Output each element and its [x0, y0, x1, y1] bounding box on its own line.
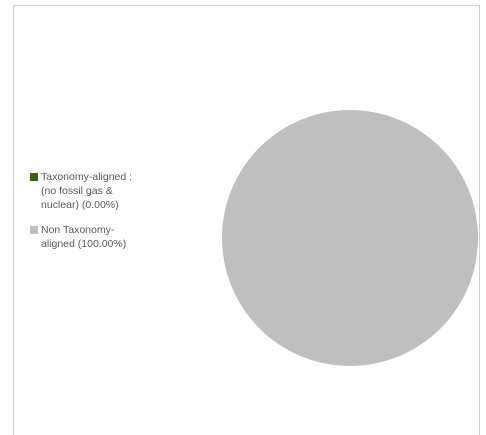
legend-item-non-taxonomy-aligned: Non Taxonomy- aligned (100.00%): [30, 223, 205, 251]
chart-frame: [13, 5, 480, 435]
pie-slices: [222, 110, 478, 366]
legend-swatch-taxonomy-aligned: [30, 173, 38, 181]
pie-slice-non-taxonomy-aligned: [222, 110, 478, 366]
chart-legend: Taxonomy-aligned : (no fossil gas & nucl…: [30, 170, 205, 251]
legend-swatch-non-taxonomy-aligned: [30, 226, 38, 234]
legend-label-non-taxonomy-aligned: Non Taxonomy- aligned (100.00%): [41, 224, 127, 250]
legend-label-taxonomy-aligned: Taxonomy-aligned : (no fossil gas & nucl…: [41, 171, 133, 211]
legend-item-taxonomy-aligned: Taxonomy-aligned : (no fossil gas & nucl…: [30, 170, 205, 212]
